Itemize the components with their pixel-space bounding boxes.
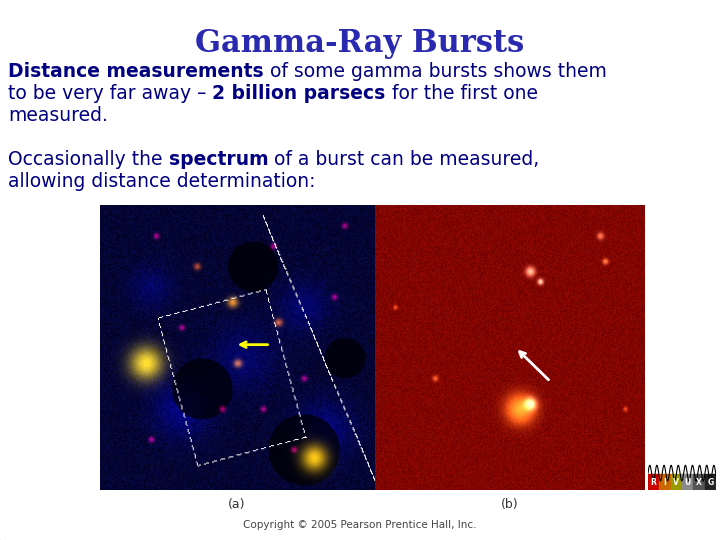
Bar (670, 474, 682, 490)
Text: G: G (707, 477, 714, 487)
Text: I: I (664, 477, 667, 487)
Bar (693, 474, 705, 490)
Text: Occasionally the: Occasionally the (8, 150, 168, 169)
Text: V: V (673, 477, 679, 487)
Text: U: U (685, 477, 690, 487)
Text: (a): (a) (228, 498, 246, 511)
Text: Gamma-Ray Bursts: Gamma-Ray Bursts (195, 28, 525, 59)
Bar (682, 474, 693, 490)
Bar (705, 474, 716, 490)
Text: for the first one: for the first one (386, 84, 538, 103)
Bar (660, 474, 670, 490)
Bar (648, 474, 660, 490)
Text: X: X (696, 477, 702, 487)
Text: measured.: measured. (8, 106, 108, 125)
Text: 2 billion parsecs: 2 billion parsecs (212, 84, 386, 103)
Text: of a burst can be measured,: of a burst can be measured, (268, 150, 539, 169)
Text: Distance measurements: Distance measurements (8, 62, 264, 81)
Text: of some gamma bursts shows them: of some gamma bursts shows them (264, 62, 606, 81)
Text: allowing distance determination:: allowing distance determination: (8, 172, 315, 191)
Text: R: R (651, 477, 657, 487)
Text: to be very far away –: to be very far away – (8, 84, 212, 103)
Text: (b): (b) (501, 498, 519, 511)
Text: Copyright © 2005 Pearson Prentice Hall, Inc.: Copyright © 2005 Pearson Prentice Hall, … (243, 520, 477, 530)
Text: spectrum: spectrum (168, 150, 268, 169)
